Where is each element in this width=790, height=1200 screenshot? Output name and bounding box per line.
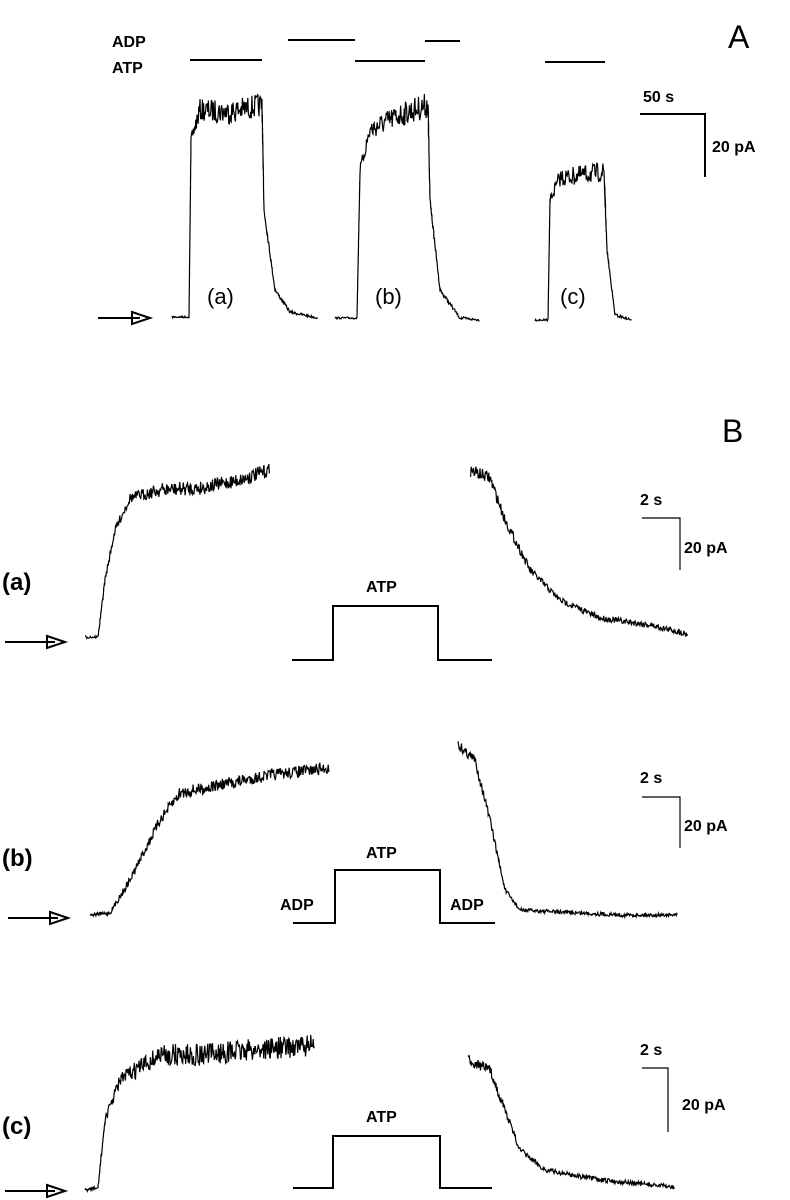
- panel-label: B: [722, 413, 743, 449]
- pulse-label: ADP: [450, 897, 484, 914]
- scale-time: 50 s: [643, 89, 674, 106]
- current-trace: [457, 741, 678, 920]
- baseline-arrow: [8, 910, 72, 926]
- pulse-label: ATP: [366, 579, 397, 596]
- scale-current: 20 pA: [682, 1097, 726, 1114]
- scale-current: 20 pA: [684, 540, 728, 557]
- scale-time: 2 s: [640, 1042, 662, 1059]
- current-trace: [171, 93, 318, 320]
- scale-current: 20 pA: [684, 818, 728, 835]
- current-trace: [84, 1034, 315, 1193]
- trace-label: (a): [207, 284, 234, 309]
- pulse-protocol: [293, 869, 495, 924]
- current-trace: [534, 162, 632, 323]
- solution-label: ADP: [112, 34, 146, 51]
- scale-bar: [642, 1067, 669, 1132]
- baseline-arrow: [5, 1183, 69, 1199]
- baseline-arrow: [5, 634, 69, 650]
- pulse-label: ATP: [366, 845, 397, 862]
- scale-bar: [642, 796, 681, 848]
- baseline-arrow: [98, 310, 154, 326]
- scale-bar: [642, 517, 681, 570]
- scale-time: 2 s: [640, 492, 662, 509]
- trace-label: (b): [375, 284, 402, 309]
- scale-bar: 50 s 20 pA: [640, 89, 756, 177]
- current-trace: [469, 466, 688, 638]
- panel-label: A: [728, 19, 750, 55]
- row-label: (a): [2, 569, 31, 596]
- pulse-label: ATP: [366, 1109, 397, 1126]
- pulse-protocol: [292, 605, 492, 661]
- pulse-protocol: [293, 1135, 492, 1189]
- current-trace: [85, 464, 270, 640]
- solution-bars: [190, 39, 605, 63]
- solution-label: ATP: [112, 60, 143, 77]
- scale-current: 20 pA: [712, 139, 756, 156]
- current-trace: [334, 93, 480, 322]
- current-trace: [467, 1054, 675, 1190]
- row-label: (c): [2, 1113, 31, 1140]
- row-label: (b): [2, 845, 33, 872]
- current-trace: [89, 761, 330, 918]
- trace-label: (c): [560, 284, 586, 309]
- pulse-label: ADP: [280, 897, 314, 914]
- scale-time: 2 s: [640, 770, 662, 787]
